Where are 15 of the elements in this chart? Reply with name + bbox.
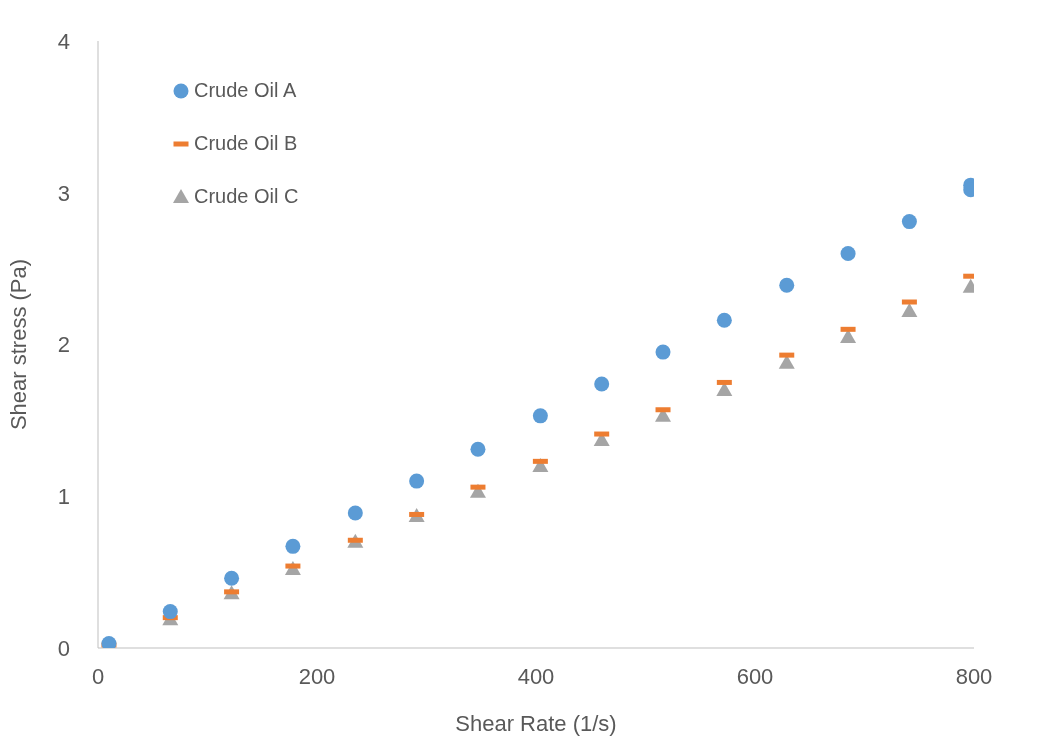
legend-label: Crude Oil C (194, 185, 299, 208)
y-tick-label: 4 (57, 28, 70, 54)
legend-label: Crude Oil A (194, 79, 297, 102)
x-tick-label: 400 (517, 663, 555, 689)
x-tick-label: 0 (91, 663, 105, 689)
x-tick-label: 600 (736, 663, 774, 689)
y-tick-label: 1 (57, 484, 70, 510)
y-tick-label: 3 (57, 180, 70, 206)
x-tick-label: 800 (955, 663, 993, 689)
legend-label: Crude Oil B (194, 132, 298, 155)
x-tick-label: 200 (298, 663, 336, 689)
y-tick-label: 0 (57, 635, 70, 661)
y-axis-title: Shear stress (Pa) (5, 258, 31, 431)
x-axis-title: Shear Rate (1/s) (455, 711, 617, 736)
y-tick-label: 2 (57, 332, 70, 358)
